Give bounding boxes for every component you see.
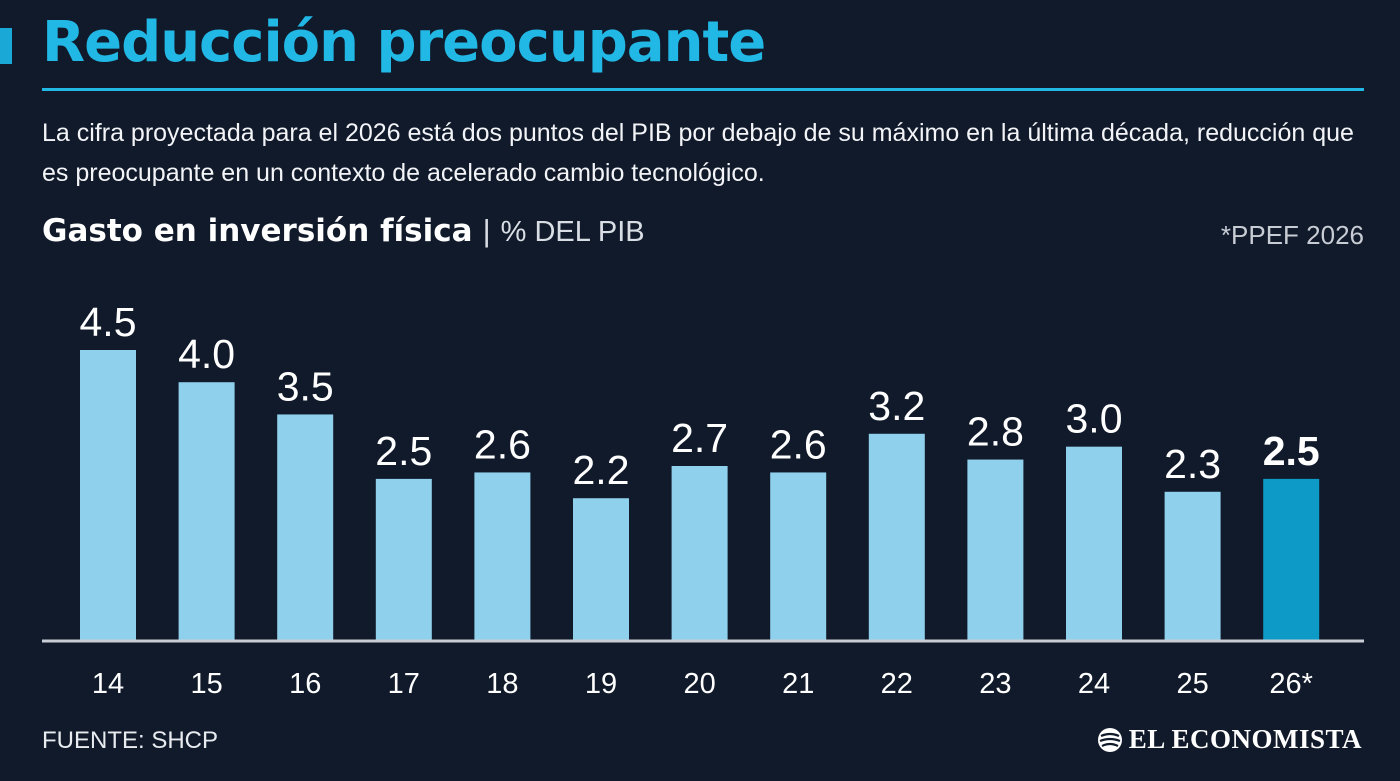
category-label: 14 [92,668,124,700]
value-label: 2.8 [967,409,1024,455]
value-label: 2.5 [375,428,432,474]
title-divider [42,88,1364,91]
source-note: FUENTE: SHCP [42,727,219,754]
bar-15 [178,382,235,640]
category-label: 26* [1269,668,1313,700]
value-label: 2.6 [474,421,531,467]
category-label: 24 [1078,668,1110,700]
bar-18 [474,472,531,640]
subtitle: La cifra proyectada para el 2026 está do… [42,119,1354,187]
value-label: 2.7 [671,415,728,461]
value-label: 2.3 [1164,441,1221,487]
value-label: 4.0 [178,331,235,377]
bar-19 [573,498,629,640]
category-labels-group: 14 15 16 17 18 19 20 21 22 23 24 25 26* [92,668,1313,700]
category-label: 17 [388,668,420,700]
category-label: 16 [289,668,321,700]
value-label: 3.5 [277,363,334,409]
category-label: 18 [486,668,518,700]
category-label: 21 [782,668,814,700]
category-label: 22 [881,668,913,700]
chart-separator: | [482,213,491,248]
chart-header: Gasto en inversión física | % DEL PIB [42,213,645,249]
value-label: 2.6 [770,421,827,467]
category-label: 19 [585,668,617,700]
brand-logo: EL ECONOMISTA [1097,724,1362,755]
accent-tab [0,28,12,64]
bar-25 [1164,491,1221,640]
bar-14 [80,350,136,640]
chart-unit: % DEL PIB [500,216,645,248]
value-labels-group: 4.5 4.0 3.5 2.5 2.6 2.2 2.7 2.6 3.2 2.8 3.0 2.3 2.5 [80,299,1320,493]
bar-16 [277,414,334,640]
category-label: 15 [190,668,222,700]
value-label: 3.0 [1066,396,1123,442]
bar-21 [770,472,827,640]
bar-20 [671,466,728,640]
chart-note: *PPEF 2026 [1220,220,1364,250]
bars-group [80,350,1320,640]
value-label: 3.2 [868,383,925,429]
category-label: 23 [979,668,1011,700]
category-label: 25 [1176,668,1208,700]
value-label: 4.5 [80,299,137,345]
brand-name: EL ECONOMISTA [1128,724,1362,754]
globe-icon [1097,727,1122,752]
bar-22 [868,433,925,640]
value-label: 2.5 [1263,428,1320,474]
bar-24 [1066,446,1122,640]
bar-17 [375,478,432,640]
chart-title: Gasto en inversión física [42,213,473,249]
bar-26 [1263,478,1320,640]
page-title: Reducción preocupante [42,10,766,75]
category-label: 20 [683,668,715,700]
bar-23 [967,459,1024,640]
value-label: 2.2 [573,447,630,493]
